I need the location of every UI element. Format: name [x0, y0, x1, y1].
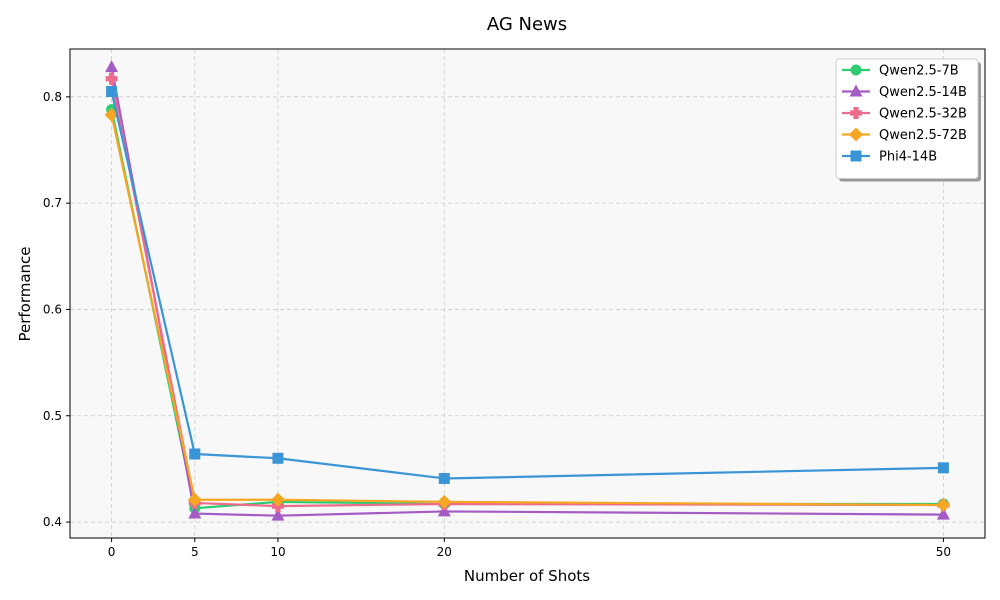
legend-item: Qwen2.5-7B: [842, 64, 959, 79]
y-tick-label: 0.7: [43, 196, 62, 210]
chart-title: AG News: [487, 14, 567, 35]
data-point: [937, 462, 949, 474]
legend-marker: [850, 64, 862, 76]
data-point: [437, 494, 452, 509]
data-point: [272, 452, 284, 464]
data-point: [271, 508, 285, 521]
data-point: [105, 72, 118, 85]
legend-label: Qwen2.5-32B: [879, 107, 967, 122]
legend-item: Qwen2.5-32B: [842, 107, 967, 122]
legend-marker: [849, 127, 863, 142]
data-point: [438, 472, 450, 484]
legend-label: Qwen2.5-7B: [879, 64, 959, 79]
y-tick-label: 0.6: [43, 302, 62, 316]
series-phi4-14b: [106, 86, 949, 484]
ticks: 0 5 10 20 50 0.4 0.5 0.6 0.7 0.8: [43, 90, 951, 559]
legend-marker: [850, 150, 862, 162]
x-tick-label: 20: [437, 545, 452, 559]
data-point: [936, 498, 951, 513]
x-tick-label: 0: [108, 545, 116, 559]
x-tick-label: 5: [191, 545, 199, 559]
data-point: [189, 448, 201, 460]
legend-marker: [849, 84, 863, 97]
y-axis-label: Performance: [16, 246, 34, 341]
series-layer: [104, 60, 951, 521]
x-tick-label: 50: [936, 545, 951, 559]
data-point: [936, 507, 950, 520]
x-axis-label: Number of Shots: [464, 567, 590, 585]
legend-item: Qwen2.5-72B: [842, 127, 967, 143]
legend-label: Qwen2.5-14B: [879, 85, 967, 100]
data-point: [437, 504, 451, 517]
y-tick-label: 0.5: [43, 409, 62, 423]
data-point: [188, 506, 202, 519]
x-tick-label: 10: [270, 545, 285, 559]
legend-label: Phi4-14B: [879, 150, 937, 165]
legend: Qwen2.5-7B Qwen2.5-14B Qwen2.5-32B Qwen2.5-…: [835, 58, 981, 182]
legend-marker: [850, 107, 862, 119]
legend-label: Qwen2.5-72B: [879, 128, 967, 143]
data-point: [106, 86, 118, 98]
y-tick-label: 0.4: [43, 515, 62, 529]
y-tick-label: 0.8: [43, 90, 62, 104]
legend-item: Qwen2.5-14B: [842, 84, 967, 100]
legend-item: Phi4-14B: [842, 150, 937, 165]
data-point: [270, 492, 285, 507]
plot-frame: [69, 48, 986, 539]
legend-box: [835, 58, 979, 179]
data-point: [105, 60, 119, 73]
data-point: [187, 492, 202, 507]
